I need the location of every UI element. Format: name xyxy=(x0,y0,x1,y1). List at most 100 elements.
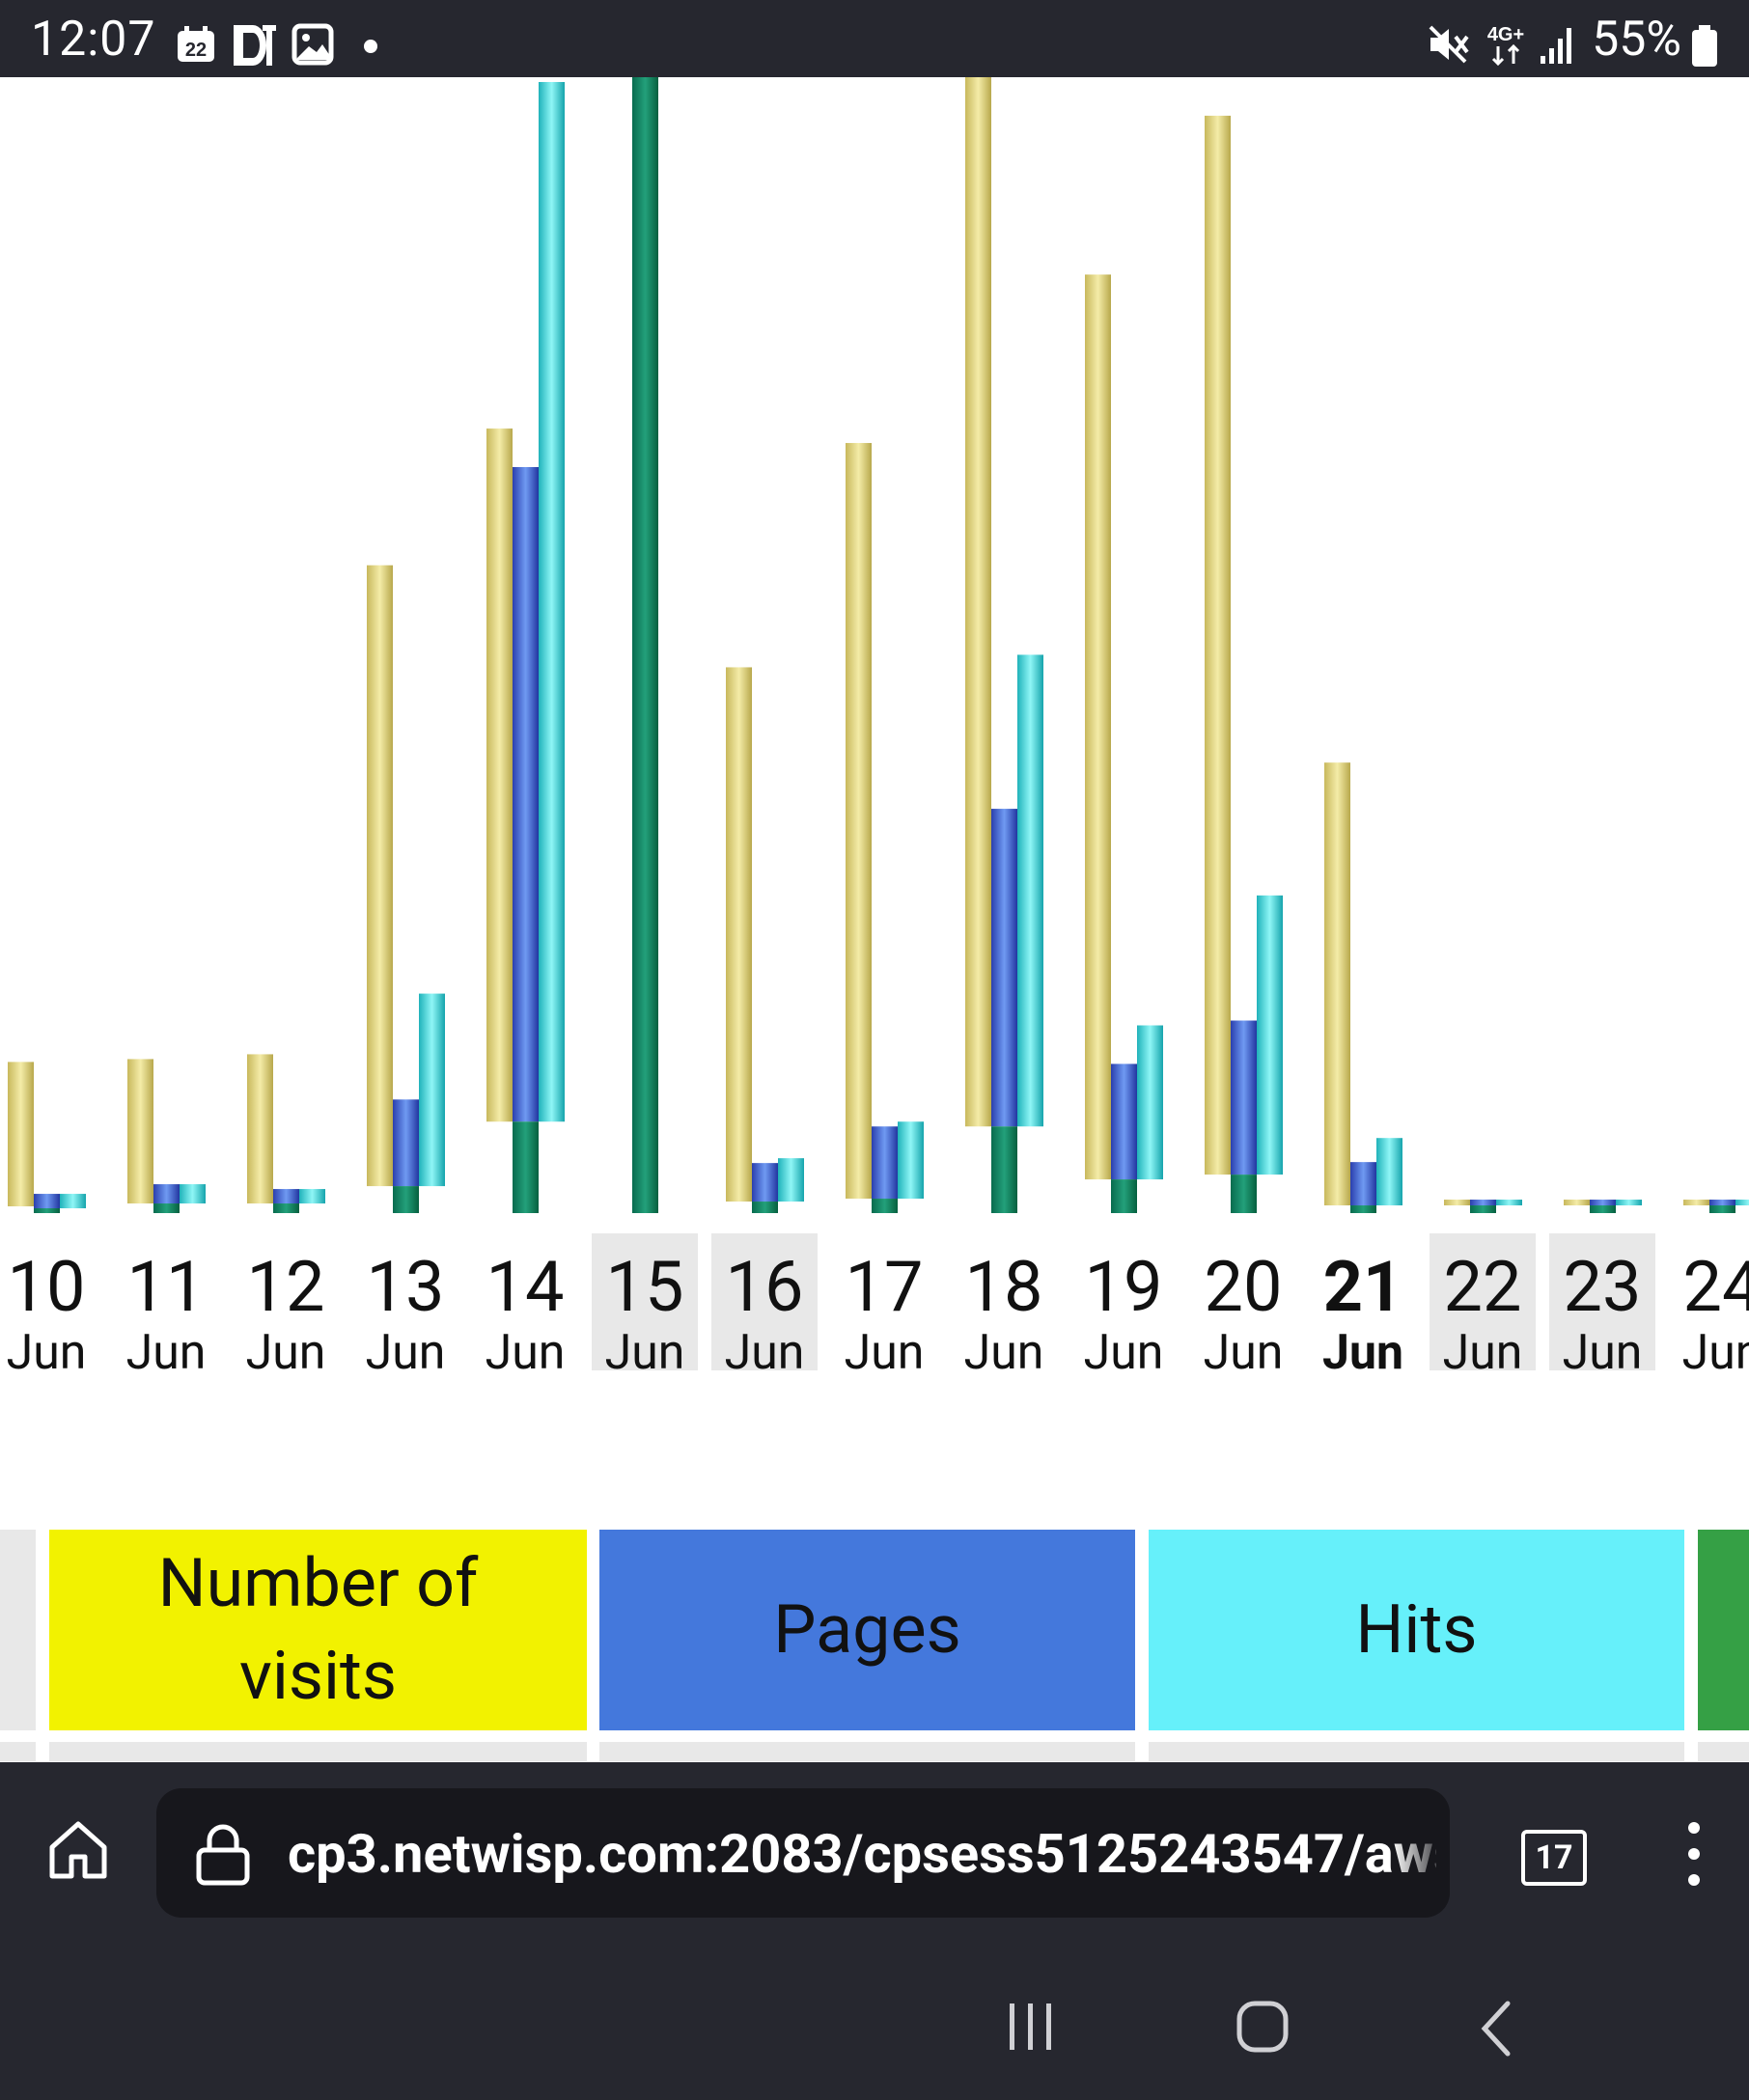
bandwidth-bar xyxy=(1470,1205,1496,1213)
day-number: 22 xyxy=(1443,1246,1522,1328)
legend-number-of-visits: Number of visits xyxy=(49,1530,587,1730)
pages-bar xyxy=(273,1189,299,1204)
legend-label: Pages xyxy=(773,1590,961,1670)
day-label: 14 Jun xyxy=(472,1233,578,1379)
legend-label: Hits xyxy=(1355,1590,1478,1670)
tab-switcher-button[interactable]: 17 xyxy=(1521,1830,1587,1886)
day-number: 17 xyxy=(845,1246,924,1328)
bandwidth-bar xyxy=(1111,1179,1137,1213)
pages-bar xyxy=(1350,1162,1376,1206)
legend-label: Number of visits xyxy=(157,1544,479,1716)
bandwidth-bar xyxy=(1590,1205,1616,1213)
bandwidth-bar xyxy=(752,1202,778,1213)
status-time: 12:07 xyxy=(31,12,156,68)
day-label: 12 Jun xyxy=(233,1233,339,1379)
address-bar[interactable]: cp3.netwisp.com:2083/cpsess5125243547/aw… xyxy=(156,1788,1450,1918)
day-month: Jun xyxy=(245,1325,326,1381)
signal-icon xyxy=(1539,25,1577,69)
day-month: Jun xyxy=(6,1325,87,1381)
hits-bar xyxy=(778,1158,804,1202)
pages-bar xyxy=(1709,1200,1735,1206)
day-number: 14 xyxy=(486,1246,565,1328)
nav-home-icon[interactable] xyxy=(1235,2000,1290,2058)
legend-edge-cell xyxy=(0,1530,36,1730)
hits-bar xyxy=(180,1184,206,1204)
network-4g-icon: 4G+ xyxy=(1485,21,1527,71)
hits-bar xyxy=(419,993,445,1187)
day-number: 16 xyxy=(725,1246,804,1328)
visits-bar xyxy=(1324,762,1350,1206)
recent-apps-icon[interactable] xyxy=(1004,2000,1058,2058)
visits-bar xyxy=(1564,1200,1590,1206)
day-label: 10 Jun xyxy=(0,1233,99,1379)
home-icon[interactable] xyxy=(46,1818,110,1886)
visits-bar xyxy=(486,428,513,1122)
pages-bar xyxy=(872,1126,898,1200)
day-month: Jun xyxy=(844,1325,925,1381)
pages-bar xyxy=(752,1163,778,1202)
day-label: 21 Jun xyxy=(1310,1233,1416,1379)
pages-bar xyxy=(991,809,1017,1127)
bandwidth-bar xyxy=(1709,1205,1735,1213)
mute-icon xyxy=(1427,23,1471,69)
day-number: 11 xyxy=(126,1246,206,1328)
lock-icon[interactable] xyxy=(195,1823,251,1891)
day-label: 18 Jun xyxy=(951,1233,1057,1379)
day-number: 21 xyxy=(1322,1246,1403,1328)
table-row-strip xyxy=(0,1742,36,1761)
table-row-strip xyxy=(599,1742,1135,1761)
hits-bar xyxy=(539,81,565,1122)
legend-hits: Hits xyxy=(1149,1530,1684,1730)
visits-bar xyxy=(726,667,752,1202)
bandwidth-bar xyxy=(632,77,658,1213)
hits-bar xyxy=(1376,1138,1402,1206)
bandwidth-bar xyxy=(872,1199,898,1213)
day-number: 13 xyxy=(366,1246,445,1328)
day-number: 10 xyxy=(7,1246,86,1328)
day-number: 19 xyxy=(1084,1246,1163,1328)
day-number: 15 xyxy=(605,1246,684,1328)
pages-bar xyxy=(1111,1064,1137,1180)
pages-bar xyxy=(1590,1200,1616,1206)
bandwidth-bar xyxy=(991,1126,1017,1213)
day-number: 12 xyxy=(246,1246,325,1328)
hits-bar xyxy=(1017,654,1043,1127)
url-text[interactable]: cp3.netwisp.com:2083/cpsess5125243547/aw… xyxy=(288,1825,1436,1883)
day-label: 13 Jun xyxy=(352,1233,458,1379)
status-bar: 12:07 22 4G+ 55% xyxy=(0,0,1749,77)
legend-bandwidth-partial xyxy=(1698,1530,1749,1730)
hits-bar xyxy=(60,1194,86,1209)
visits-bar xyxy=(8,1062,34,1206)
day-label: 19 Jun xyxy=(1070,1233,1177,1379)
visits-bar xyxy=(1444,1200,1470,1206)
more-options-icon[interactable] xyxy=(1680,1820,1708,1892)
visits-bar xyxy=(846,443,872,1200)
day-label: 23 Jun xyxy=(1549,1233,1655,1378)
bar-chart xyxy=(8,77,1749,1213)
calendar-badge: 22 xyxy=(185,40,207,61)
day-month: Jun xyxy=(1442,1325,1523,1381)
browser-toolbar: cp3.netwisp.com:2083/cpsess5125243547/aw… xyxy=(0,1762,1749,1946)
hits-bar xyxy=(1496,1200,1522,1206)
bandwidth-bar xyxy=(1231,1174,1257,1213)
pages-bar xyxy=(1470,1200,1496,1206)
day-number: 20 xyxy=(1204,1246,1283,1328)
day-month: Jun xyxy=(604,1325,685,1381)
day-month: Jun xyxy=(485,1325,566,1381)
daily-stats-chart xyxy=(0,77,1749,1216)
calendar-icon: 22 xyxy=(176,25,216,68)
network-label: 4G+ xyxy=(1487,24,1524,45)
pages-bar xyxy=(513,466,539,1122)
url-fade xyxy=(1392,1788,1450,1918)
bandwidth-bar xyxy=(513,1121,539,1213)
hits-bar xyxy=(1257,895,1283,1175)
system-nav-bar xyxy=(0,1946,1749,2100)
day-number: 18 xyxy=(964,1246,1043,1328)
day-label: 16 Jun xyxy=(711,1233,818,1378)
bandwidth-bar xyxy=(34,1208,60,1213)
table-row-strip xyxy=(1149,1742,1684,1761)
day-month: Jun xyxy=(365,1325,446,1381)
table-row-strip xyxy=(1698,1742,1749,1761)
back-icon[interactable] xyxy=(1477,2000,1515,2061)
day-month: Jun xyxy=(724,1325,805,1381)
